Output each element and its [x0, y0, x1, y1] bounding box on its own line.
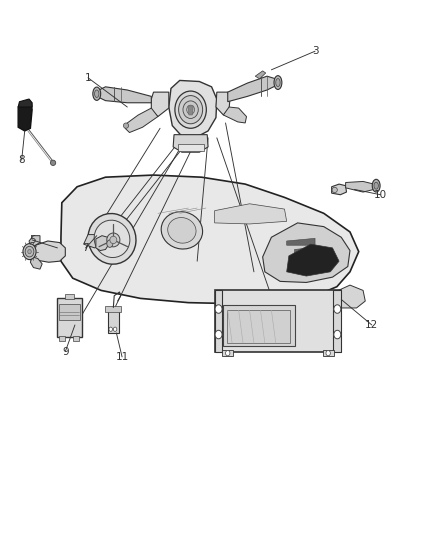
- Bar: [73, 336, 79, 341]
- Ellipse shape: [94, 220, 130, 257]
- Polygon shape: [294, 247, 319, 254]
- Polygon shape: [188, 106, 193, 115]
- Bar: [223, 305, 295, 346]
- Polygon shape: [61, 175, 359, 304]
- Bar: [106, 306, 121, 312]
- Ellipse shape: [334, 305, 341, 313]
- Ellipse shape: [215, 330, 222, 339]
- Ellipse shape: [374, 182, 378, 189]
- Polygon shape: [223, 107, 247, 123]
- Ellipse shape: [226, 351, 230, 356]
- Text: 8: 8: [18, 155, 25, 165]
- Bar: [108, 308, 119, 333]
- Ellipse shape: [110, 236, 117, 244]
- Ellipse shape: [107, 233, 120, 247]
- Text: 12: 12: [365, 320, 378, 330]
- Ellipse shape: [107, 240, 113, 247]
- Polygon shape: [287, 244, 339, 276]
- Ellipse shape: [88, 214, 136, 264]
- Ellipse shape: [183, 101, 198, 118]
- Bar: [333, 290, 341, 352]
- Polygon shape: [332, 184, 346, 195]
- Ellipse shape: [179, 95, 203, 124]
- Text: 5: 5: [29, 235, 35, 245]
- Ellipse shape: [93, 87, 101, 100]
- Polygon shape: [173, 135, 208, 152]
- Polygon shape: [84, 235, 103, 248]
- Polygon shape: [216, 92, 230, 115]
- Ellipse shape: [326, 351, 330, 356]
- Polygon shape: [32, 241, 65, 262]
- Ellipse shape: [175, 91, 206, 128]
- Ellipse shape: [161, 212, 203, 249]
- Ellipse shape: [50, 160, 56, 165]
- Polygon shape: [215, 204, 287, 224]
- Text: 11: 11: [116, 352, 129, 362]
- Ellipse shape: [95, 90, 99, 98]
- Polygon shape: [29, 236, 40, 248]
- Ellipse shape: [168, 217, 196, 243]
- Polygon shape: [96, 236, 109, 251]
- Text: 9: 9: [62, 346, 69, 357]
- Bar: [223, 351, 233, 356]
- Polygon shape: [18, 102, 32, 131]
- Bar: [177, 144, 204, 151]
- Polygon shape: [310, 264, 328, 271]
- Ellipse shape: [332, 187, 337, 192]
- Polygon shape: [99, 87, 151, 103]
- Polygon shape: [302, 255, 324, 262]
- Bar: [59, 336, 65, 341]
- Ellipse shape: [28, 249, 31, 254]
- Polygon shape: [18, 99, 32, 107]
- Polygon shape: [287, 238, 315, 245]
- Bar: [59, 304, 80, 320]
- Bar: [215, 290, 223, 352]
- Bar: [215, 290, 341, 352]
- Text: 1: 1: [85, 73, 92, 83]
- Polygon shape: [125, 108, 158, 133]
- Bar: [227, 310, 290, 343]
- Polygon shape: [332, 285, 365, 308]
- Bar: [65, 294, 74, 300]
- Ellipse shape: [109, 327, 113, 332]
- Ellipse shape: [124, 123, 129, 128]
- Ellipse shape: [23, 244, 36, 260]
- Ellipse shape: [215, 305, 222, 313]
- Bar: [57, 298, 82, 337]
- Ellipse shape: [334, 330, 341, 339]
- Text: 10: 10: [374, 190, 387, 200]
- Ellipse shape: [187, 105, 194, 114]
- Ellipse shape: [25, 246, 34, 257]
- Polygon shape: [228, 76, 276, 102]
- Ellipse shape: [372, 179, 380, 192]
- Polygon shape: [346, 181, 374, 192]
- Polygon shape: [263, 223, 350, 282]
- Polygon shape: [151, 92, 169, 117]
- Text: 3: 3: [312, 46, 318, 56]
- Ellipse shape: [274, 76, 282, 90]
- Bar: [323, 351, 334, 356]
- Polygon shape: [30, 257, 42, 269]
- Text: 7: 7: [82, 243, 89, 253]
- Ellipse shape: [276, 78, 280, 86]
- Polygon shape: [255, 71, 266, 79]
- Polygon shape: [169, 80, 217, 138]
- Ellipse shape: [113, 327, 117, 332]
